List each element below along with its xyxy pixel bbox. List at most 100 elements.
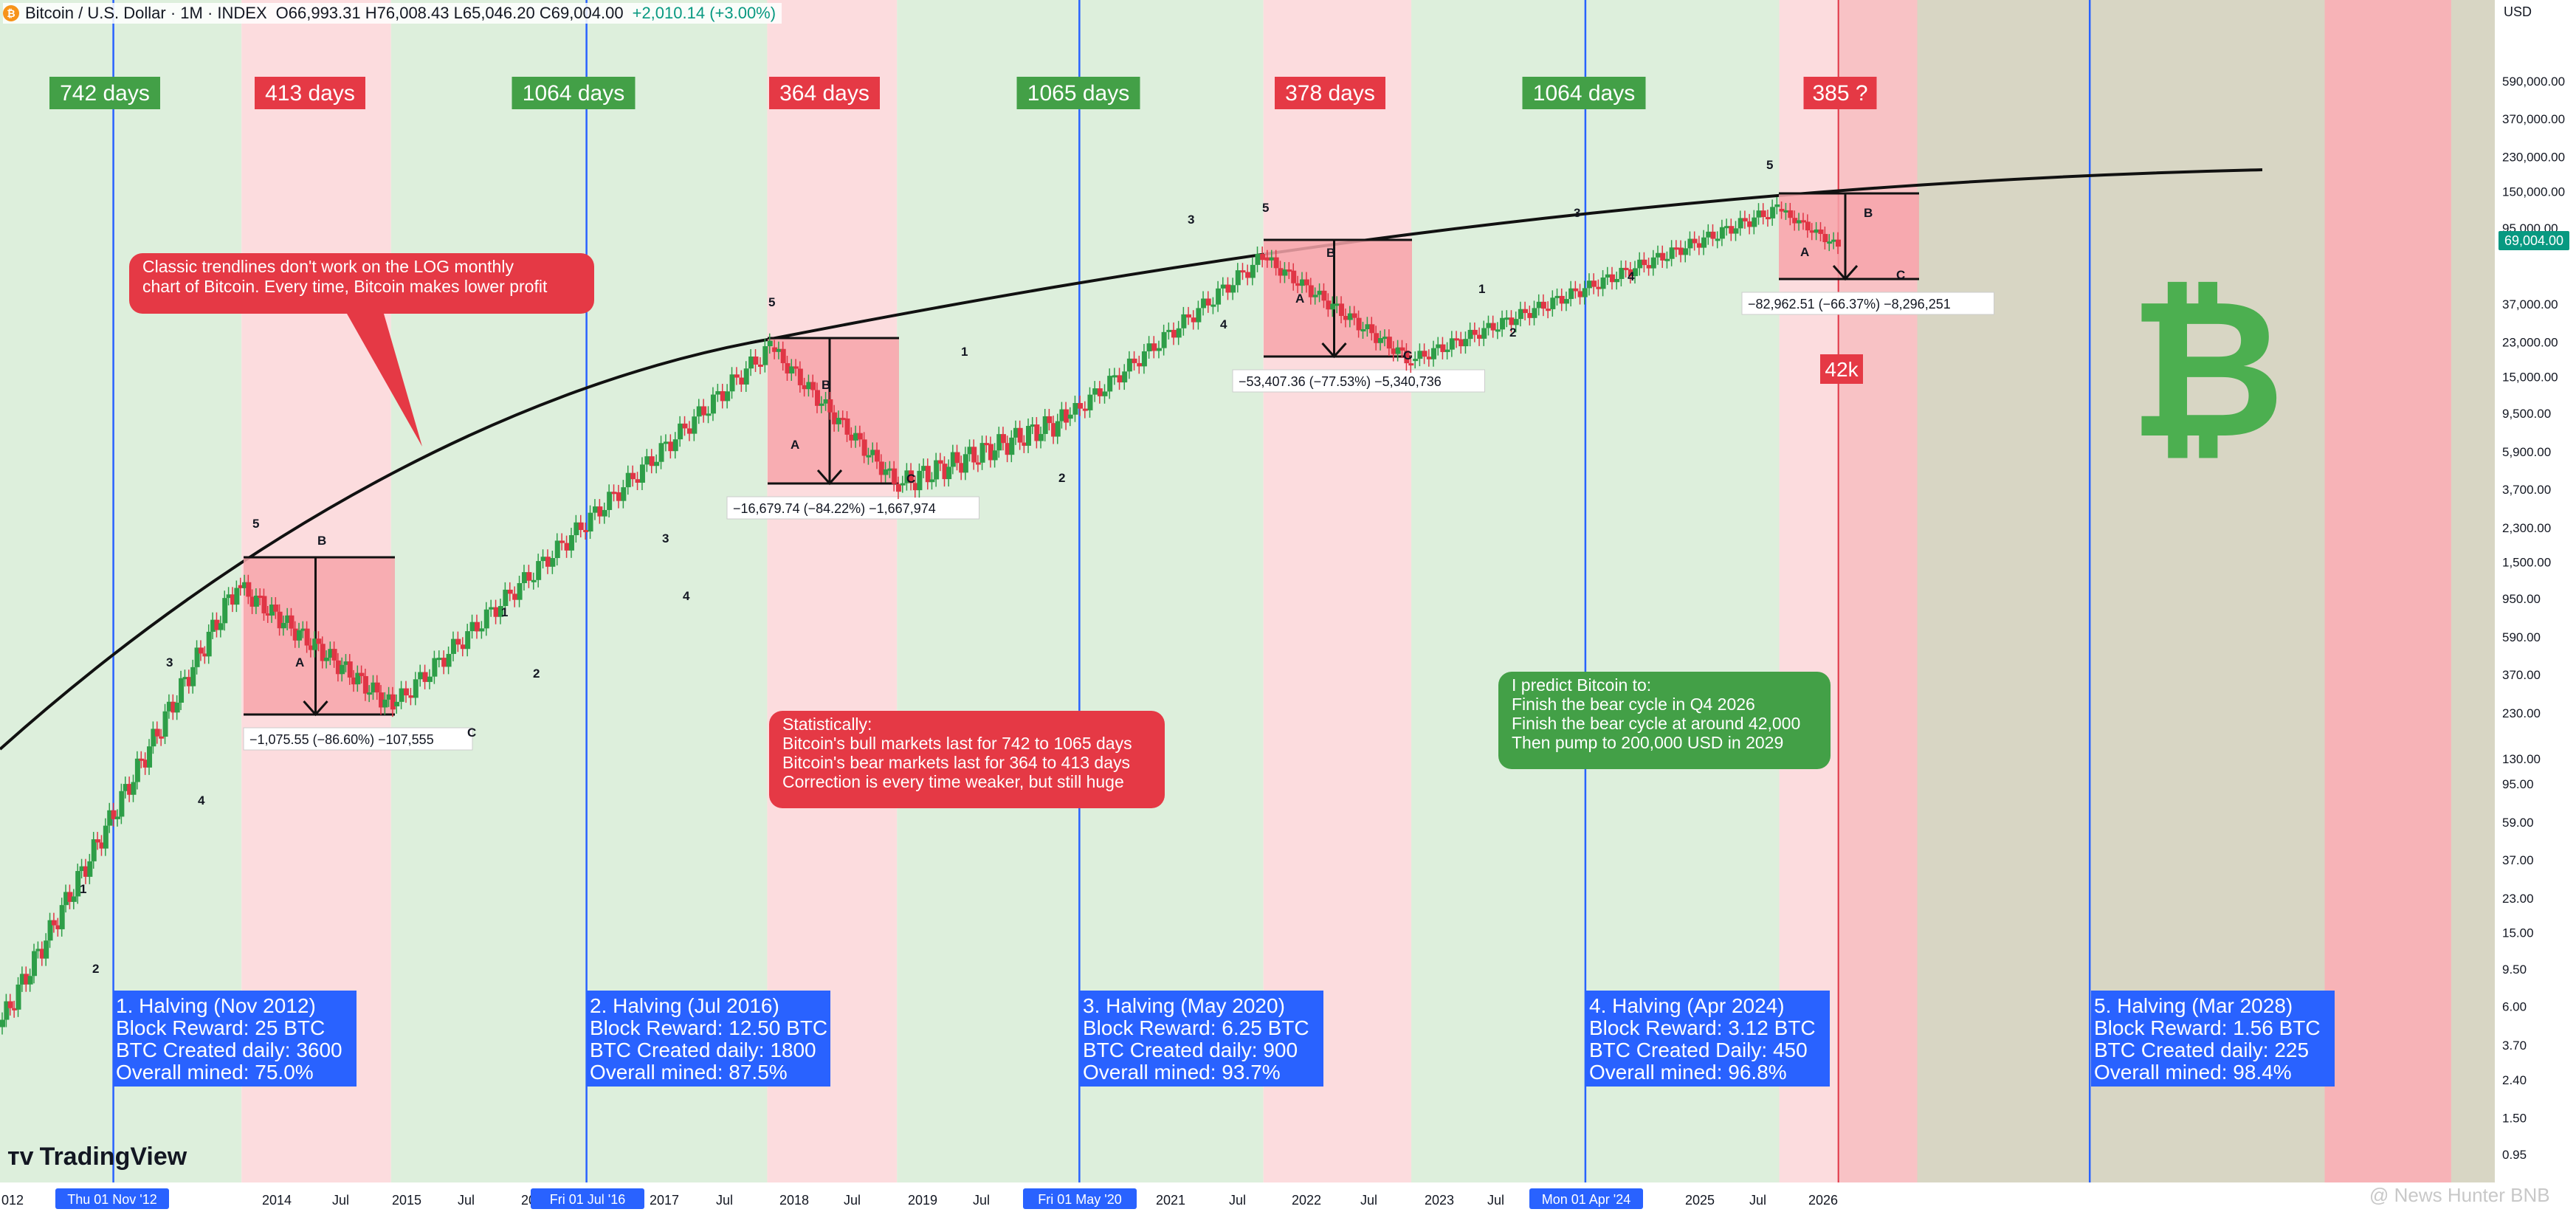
halving-date-label: Fri 01 Jul '16 (550, 1192, 625, 1207)
candle-body (1330, 303, 1336, 310)
candle-body (469, 622, 475, 632)
candle-body (162, 711, 168, 737)
wave-label: B (1864, 206, 1873, 220)
candle-body (1568, 288, 1574, 300)
price-tick-label: 9,500.00 (2502, 407, 2551, 421)
candle-body (909, 470, 915, 483)
candle-body (403, 688, 409, 696)
candle-body (639, 464, 645, 483)
candle-body (1687, 238, 1693, 249)
halving-info-box (1586, 991, 1830, 1087)
candle-body (934, 460, 940, 480)
candle-body (324, 658, 330, 661)
wave-label: 1 (80, 882, 86, 896)
time-tick-label: 2023 (1425, 1193, 1454, 1208)
candle-body (682, 423, 688, 429)
candle-body (292, 628, 298, 641)
price-tick-label: 5,900.00 (2502, 445, 2551, 459)
candle-body (597, 506, 603, 517)
wave-label: 4 (683, 589, 690, 603)
candle-body (355, 672, 361, 685)
candle-body (1067, 414, 1073, 419)
candle-body (1146, 343, 1152, 351)
current-price-badge: 69,004.00 (2498, 231, 2569, 250)
candle-body (1738, 218, 1743, 229)
candle-body (1444, 349, 1450, 352)
candle-body (371, 682, 376, 693)
candle-body (362, 675, 368, 694)
candle-body (887, 468, 893, 471)
halving-date-badge (1529, 1188, 1643, 1209)
candle-body (1619, 267, 1625, 279)
candle-body (1827, 241, 1833, 244)
candle-body (465, 631, 471, 650)
candle-body (418, 672, 424, 680)
candle-body (222, 598, 228, 624)
candle-body (793, 366, 799, 369)
cycle-label: 1064 days (1533, 81, 1635, 106)
statistics-note-text: Statistically: (782, 715, 872, 734)
candle-body (171, 701, 176, 713)
watermark: @ News Hunter BNB (2369, 1184, 2550, 1206)
tradingview-brand[interactable]: ᴛᴠ TradingView (7, 1143, 187, 1171)
candle-body (568, 535, 574, 551)
halving-info-box (1080, 991, 1323, 1087)
candle-body (583, 530, 589, 533)
candle-body (715, 390, 721, 395)
candle-body (1220, 284, 1226, 289)
candle-body (1527, 313, 1533, 318)
candle-body (1605, 274, 1611, 278)
candle-body (1308, 285, 1314, 297)
drawdown-label-box (726, 496, 979, 520)
time-tick-label: Jul (332, 1193, 349, 1208)
halving-info-line: 3. Halving (May 2020) (1083, 994, 1285, 1017)
candle-body (446, 653, 452, 667)
candle-body (654, 461, 660, 466)
candle-body (328, 649, 334, 658)
candle-body (564, 543, 570, 551)
candle-body (1132, 358, 1137, 363)
candle-body (1706, 231, 1712, 238)
candle-body (827, 399, 833, 413)
candle-body (1374, 333, 1380, 343)
candle-body (503, 589, 509, 607)
candle-body (870, 450, 876, 455)
candle-body (701, 406, 707, 416)
symbol-header[interactable]: ₿ Bitcoin / U.S. Dollar · 1M · INDEX O66… (3, 3, 782, 24)
candle-body (1573, 288, 1579, 292)
candle-body (663, 441, 669, 444)
time-tick-label: 012 (1, 1193, 24, 1208)
time-tick-label: 2015 (392, 1193, 421, 1208)
drawdown-arrowhead (816, 469, 843, 486)
candle-body (630, 472, 636, 480)
candle-body (1426, 357, 1432, 359)
candle-body (483, 609, 489, 629)
candle-body (1733, 228, 1739, 234)
candle-body (814, 390, 820, 406)
time-axis (0, 1182, 2576, 1212)
candle-body (1064, 409, 1070, 423)
target-label: 42k (1825, 358, 1859, 381)
candle-body (1137, 362, 1143, 367)
candle-body (971, 447, 977, 463)
candle-body (1600, 277, 1606, 289)
tradingview-text: TradingView (39, 1143, 187, 1171)
halving-info-line: Overall mined: 87.5% (590, 1061, 788, 1084)
drawdown-label: −16,679.74 (−84.22%) −1,667,974 (733, 501, 936, 516)
candle-body (265, 613, 271, 616)
candle-body (658, 443, 664, 462)
candle-body (832, 412, 838, 424)
candle-body (1472, 329, 1478, 335)
candle-body (1102, 391, 1108, 396)
halving-info-line: Block Reward: 12.50 BTC (590, 1016, 827, 1039)
candle-body (883, 469, 889, 475)
candle-body (1339, 303, 1345, 317)
candle-body (979, 443, 985, 463)
candle-body (1216, 288, 1222, 305)
candle-body (1809, 230, 1815, 233)
time-tick-label: Jul (458, 1193, 475, 1208)
candle-body (507, 589, 513, 594)
candle-body (1317, 290, 1323, 295)
